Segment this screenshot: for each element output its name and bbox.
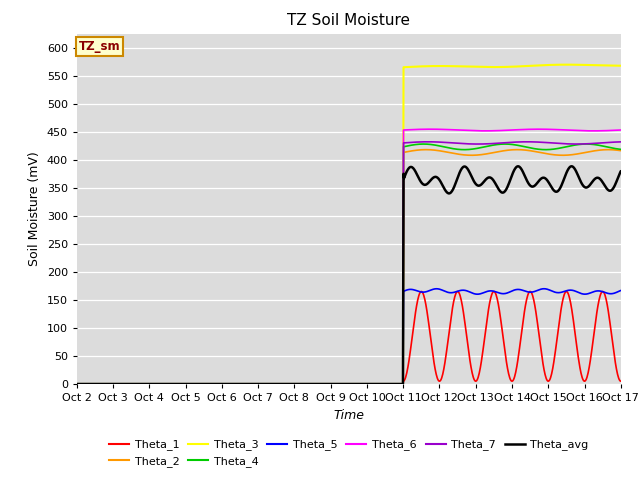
- Line: Theta_6: Theta_6: [77, 129, 621, 384]
- Theta_4: [73, 381, 81, 387]
- Line: Theta_3: Theta_3: [77, 65, 621, 384]
- Theta_2: [312, 381, 320, 387]
- Theta_3: [617, 63, 625, 69]
- Theta_4: [508, 142, 515, 147]
- Theta_6: [73, 381, 81, 387]
- Theta_avg: [507, 176, 515, 181]
- Theta_1: [447, 320, 454, 325]
- Theta_1: [293, 381, 301, 387]
- X-axis label: Time: Time: [333, 408, 364, 421]
- Theta_7: [498, 140, 506, 146]
- Theta_avg: [312, 381, 320, 387]
- Theta_5: [617, 288, 625, 293]
- Title: TZ Soil Moisture: TZ Soil Moisture: [287, 13, 410, 28]
- Line: Theta_4: Theta_4: [77, 144, 621, 384]
- Theta_avg: [447, 190, 454, 196]
- Theta_1: [508, 378, 515, 384]
- Theta_5: [507, 288, 515, 294]
- Theta_5: [129, 381, 136, 387]
- Theta_7: [129, 381, 136, 387]
- Line: Theta_1: Theta_1: [77, 291, 621, 384]
- Theta_1: [490, 288, 498, 294]
- Theta_6: [617, 127, 625, 133]
- Theta_3: [293, 381, 301, 387]
- Theta_7: [73, 381, 81, 387]
- Theta_1: [498, 323, 506, 328]
- Theta_1: [73, 381, 81, 387]
- Theta_2: [507, 147, 515, 153]
- Theta_5: [312, 381, 320, 387]
- Theta_3: [497, 64, 505, 70]
- Theta_5: [293, 381, 301, 387]
- Theta_6: [508, 127, 515, 133]
- Theta_5: [497, 290, 505, 296]
- Theta_3: [563, 62, 571, 68]
- Theta_avg: [293, 381, 301, 387]
- Y-axis label: Soil Moisture (mV): Soil Moisture (mV): [28, 151, 41, 266]
- Theta_7: [508, 139, 515, 145]
- Theta_3: [507, 64, 515, 70]
- Theta_avg: [497, 189, 505, 195]
- Theta_2: [73, 381, 81, 387]
- Theta_1: [312, 381, 320, 387]
- Theta_1: [617, 378, 625, 384]
- Theta_7: [293, 381, 301, 387]
- Theta_4: [501, 141, 509, 147]
- Text: TZ_sm: TZ_sm: [79, 40, 120, 53]
- Theta_2: [604, 147, 612, 153]
- Theta_6: [498, 128, 506, 133]
- Theta_5: [73, 381, 81, 387]
- Theta_avg: [73, 381, 81, 387]
- Theta_4: [129, 381, 136, 387]
- Theta_4: [312, 381, 320, 387]
- Theta_avg: [514, 163, 522, 169]
- Legend: Theta_1, Theta_2, Theta_3, Theta_4, Theta_5, Theta_6, Theta_7, Theta_avg: Theta_1, Theta_2, Theta_3, Theta_4, Thet…: [104, 435, 593, 471]
- Theta_6: [447, 127, 455, 132]
- Theta_4: [497, 141, 505, 147]
- Theta_3: [447, 63, 454, 69]
- Theta_2: [617, 148, 625, 154]
- Theta_1: [129, 381, 136, 387]
- Theta_4: [617, 146, 625, 152]
- Line: Theta_5: Theta_5: [77, 289, 621, 384]
- Line: Theta_7: Theta_7: [77, 142, 621, 384]
- Theta_3: [312, 381, 320, 387]
- Theta_4: [293, 381, 301, 387]
- Theta_7: [447, 140, 455, 145]
- Theta_2: [129, 381, 136, 387]
- Theta_2: [497, 148, 505, 154]
- Theta_avg: [129, 381, 136, 387]
- Theta_5: [447, 290, 454, 296]
- Theta_3: [129, 381, 136, 387]
- Theta_2: [447, 150, 454, 156]
- Theta_7: [312, 381, 320, 387]
- Theta_6: [129, 381, 136, 387]
- Line: Theta_avg: Theta_avg: [77, 166, 621, 384]
- Theta_7: [617, 139, 625, 145]
- Theta_6: [312, 381, 320, 387]
- Theta_7: [424, 139, 432, 144]
- Theta_5: [540, 286, 548, 292]
- Theta_2: [293, 381, 301, 387]
- Theta_6: [293, 381, 301, 387]
- Line: Theta_2: Theta_2: [77, 150, 621, 384]
- Theta_4: [447, 145, 454, 151]
- Theta_3: [73, 381, 81, 387]
- Theta_avg: [617, 168, 625, 174]
- Theta_6: [426, 126, 434, 132]
